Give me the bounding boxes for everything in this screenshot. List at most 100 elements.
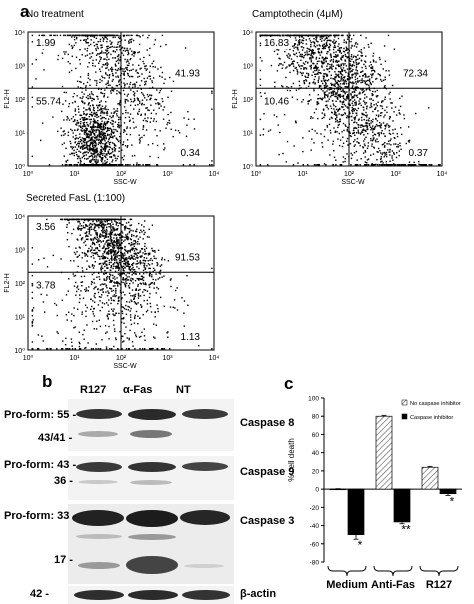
flow-event-dot <box>373 137 375 139</box>
flow-event-dot <box>360 88 362 90</box>
flow-event-dot <box>378 133 380 136</box>
flow-event-dot <box>293 65 295 67</box>
flow-event-dot <box>106 59 108 61</box>
flow-event-dot <box>124 58 126 61</box>
flow-event-dot <box>114 36 116 38</box>
flow-event-dot <box>130 57 132 60</box>
flow-event-dot <box>104 265 106 268</box>
flow-event-dot <box>87 235 89 237</box>
flow-event-dot <box>384 109 386 112</box>
flow-event-dot <box>89 108 91 110</box>
flow-event-dot <box>372 69 374 71</box>
flow-event-dot <box>91 249 93 251</box>
flow-event-dot <box>281 67 283 69</box>
flow-event-dot <box>114 285 116 287</box>
flow-event-dot <box>308 82 311 85</box>
flow-event-dot <box>135 303 138 305</box>
flow-event-dot <box>391 157 393 159</box>
flow-event-dot <box>135 241 137 243</box>
flow-event-dot <box>86 54 89 56</box>
flow-event-dot <box>298 65 301 68</box>
flow-event-dot <box>98 218 100 221</box>
flow-event-dot <box>131 233 133 236</box>
flow-event-dot <box>384 152 386 155</box>
flow-event-dot <box>91 145 94 148</box>
flow-event-dot <box>127 263 129 265</box>
flow-event-dot <box>119 330 121 333</box>
flow-event-dot <box>114 34 116 37</box>
flow-event-dot <box>48 164 51 166</box>
flow-event-dot <box>355 101 357 103</box>
flow-event-dot <box>123 77 125 80</box>
flow-event-dot <box>94 129 96 131</box>
flow-event-dot <box>98 105 101 107</box>
flow-event-dot <box>105 236 107 238</box>
flow-event-dot <box>377 125 379 127</box>
flow-event-dot <box>106 40 108 43</box>
flow-event-dot <box>91 111 93 114</box>
flow-event-dot <box>161 98 163 100</box>
flow-event-dot <box>357 63 359 65</box>
flow-event-dot <box>341 70 343 72</box>
flow-event-dot <box>364 138 366 140</box>
flow-event-dot <box>384 76 386 78</box>
flow-event-dot <box>421 164 423 166</box>
flow-event-dot <box>99 235 101 237</box>
flow-event-dot <box>108 310 110 312</box>
flow-event-dot <box>107 133 109 135</box>
flow-event-dot <box>342 161 344 163</box>
flow-event-dot <box>89 79 91 81</box>
flow-event-dot <box>118 150 120 153</box>
flow-event-dot <box>327 88 329 90</box>
flow-event-dot <box>316 164 319 166</box>
flow-event-dot <box>118 296 120 298</box>
flow-event-dot <box>123 74 125 76</box>
flow-event-dot <box>117 269 120 271</box>
flow-event-dot <box>143 289 145 291</box>
flow-event-dot <box>408 141 410 143</box>
flow-event-dot <box>92 123 95 125</box>
flow-event-dot <box>91 52 94 54</box>
flow-event-dot <box>357 62 359 65</box>
flow-event-dot <box>123 218 125 221</box>
flow-event-dot <box>92 126 95 129</box>
flow-event-dot <box>125 280 127 282</box>
flow-event-dot <box>289 48 291 51</box>
flow-event-dot <box>333 39 335 41</box>
flow-event-dot <box>380 114 382 117</box>
flow-event-dot <box>162 100 164 103</box>
flow-event-dot <box>320 61 323 63</box>
flow-event-dot <box>339 120 341 123</box>
flow-event-dot <box>123 317 125 319</box>
flow-event-dot <box>385 126 387 128</box>
flow-event-dot <box>283 61 286 64</box>
flow-event-dot <box>130 238 132 241</box>
flow-event-dot <box>107 223 110 225</box>
flow-event-dot <box>111 230 113 232</box>
flow-event-dot <box>104 261 106 264</box>
flow-event-dot <box>125 227 127 229</box>
flow-event-dot <box>329 105 332 107</box>
flow-event-dot <box>302 164 304 166</box>
flow-event-dot <box>92 157 94 159</box>
flow-event-dot <box>76 80 79 82</box>
flow-event-dot <box>338 64 340 66</box>
flow-event-dot <box>114 149 116 151</box>
flow-event-dot <box>157 288 160 290</box>
flow-event-dot <box>325 36 328 38</box>
flow-event-dot <box>422 164 424 166</box>
flow-event-dot <box>150 282 152 285</box>
flow-event-dot <box>124 102 127 104</box>
flow-event-dot <box>130 218 133 221</box>
flow-event-dot <box>386 143 388 145</box>
flow-event-dot <box>361 116 363 119</box>
flow-event-dot <box>132 295 134 297</box>
flow-event-dot <box>301 65 304 67</box>
flow-event-dot <box>123 71 125 73</box>
flow-event-dot <box>72 136 74 138</box>
y-axis-label: FL2-H <box>232 89 239 108</box>
flow-event-dot <box>359 98 361 100</box>
flow-event-dot <box>259 92 262 94</box>
flow-event-dot <box>111 149 114 151</box>
flow-event-dot <box>96 154 98 156</box>
